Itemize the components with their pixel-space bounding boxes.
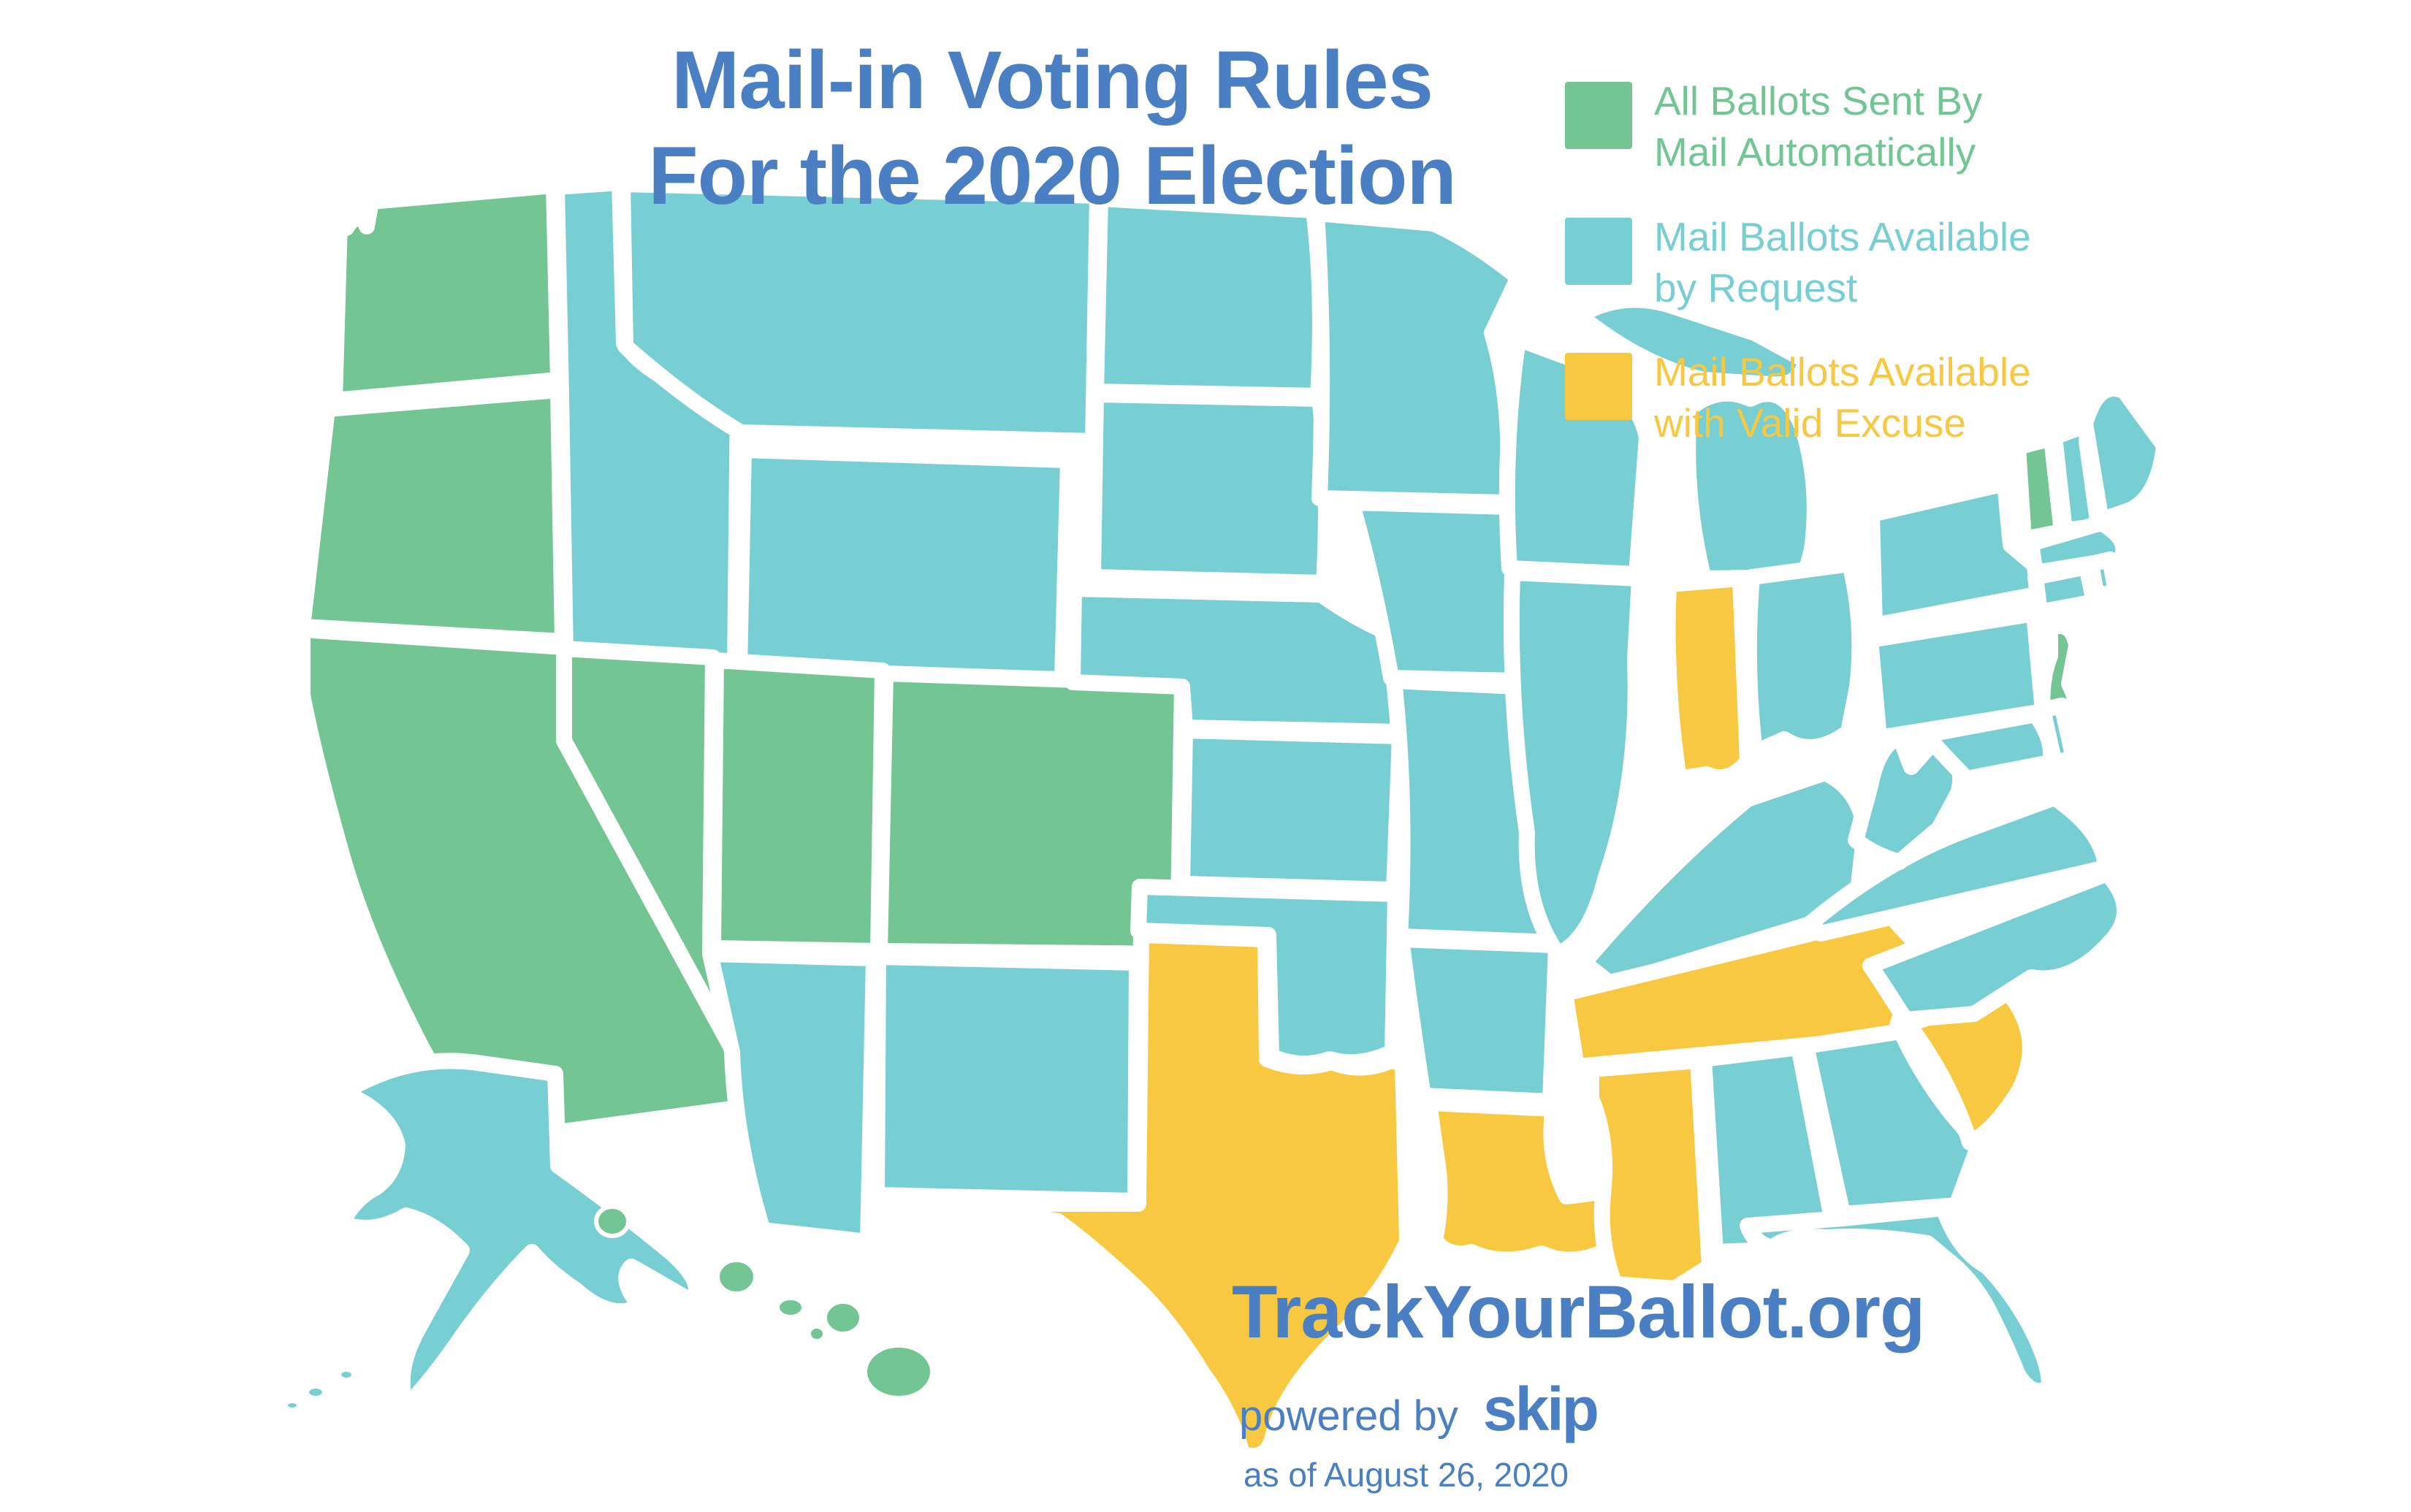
state-kansas <box>1174 722 1408 898</box>
state-new-mexico <box>869 949 1145 1209</box>
footer-block: TrackYourBallot.org powered by skip as o… <box>1232 1269 1925 1494</box>
state-mississippi <box>1583 1053 1718 1297</box>
alaska-inset <box>283 1053 704 1415</box>
state-montana <box>614 176 1105 449</box>
state-washington <box>327 177 566 408</box>
state-oregon <box>294 382 571 649</box>
legend-label-by-request: Mail Ballots Available by Request <box>1654 212 2031 314</box>
legend-swatch-by-request <box>1565 217 1632 285</box>
legend-label-line: All Ballots Sent By <box>1654 78 1983 123</box>
hawaii-island-icon <box>863 1343 934 1400</box>
powered-by-row: powered by skip <box>1232 1374 1924 1445</box>
state-delaware <box>2035 698 2081 771</box>
state-arkansas <box>1393 931 1564 1110</box>
title-line-2: For the 2020 Election <box>648 130 1457 222</box>
state-arizona <box>702 946 882 1250</box>
alaska-island-icon <box>337 1367 356 1382</box>
legend-label-line: Mail Ballots Available <box>1654 213 2031 259</box>
state-ohio <box>1740 556 1868 760</box>
legend-item-by-request: Mail Ballots Available by Request <box>1565 212 2332 314</box>
state-south-dakota <box>1085 386 1334 591</box>
state-louisiana <box>1421 1095 1624 1268</box>
hawaii-island-icon <box>823 1299 864 1336</box>
state-illinois <box>1503 565 1648 962</box>
state-florida <box>1740 1200 2057 1400</box>
skip-logo: skip <box>1482 1375 1599 1443</box>
hawaii-island-icon <box>775 1296 806 1319</box>
state-minnesota <box>1309 205 1526 511</box>
state-maine <box>2077 381 2172 528</box>
legend-label-line: with Valid Excuse <box>1654 400 1966 446</box>
legend-swatch-valid-excuse <box>1565 353 1632 421</box>
state-michigan <box>1572 291 1823 587</box>
as-of-date: as of August 26, 2020 <box>1243 1456 1569 1494</box>
powered-by-text: powered by <box>1239 1392 1458 1440</box>
state-indiana <box>1659 570 1756 787</box>
legend-label-line: Mail Automatically <box>1654 129 1976 175</box>
legend-label-line: Mail Ballots Available <box>1654 349 2031 395</box>
state-south-carolina <box>1900 984 2038 1150</box>
title-line-1: Mail-in Voting Rules <box>671 34 1433 126</box>
lower48-states <box>294 175 2172 1465</box>
state-utah <box>705 652 891 959</box>
state-rhode-island <box>2083 551 2124 604</box>
state-alaska <box>334 1053 704 1415</box>
page-title: Mail-in Voting Rules For the 2020 Electi… <box>614 32 1490 224</box>
hawaii-inset <box>594 1204 934 1400</box>
hawaii-island-icon <box>807 1324 827 1343</box>
site-url: TrackYourBallot.org <box>1232 1270 1925 1353</box>
alaska-island-icon <box>283 1399 301 1412</box>
legend-label-valid-excuse: Mail Ballots Available with Valid Excuse <box>1654 347 2031 449</box>
legend-item-valid-excuse: Mail Ballots Available with Valid Excuse <box>1565 347 2332 449</box>
state-north-dakota <box>1088 191 1328 404</box>
map-legend: All Ballots Sent By Mail Automatically M… <box>1565 76 2332 483</box>
legend-label-auto-mail: All Ballots Sent By Mail Automatically <box>1654 76 1982 178</box>
legend-item-auto-mail: All Ballots Sent By Mail Automatically <box>1565 76 2332 178</box>
state-virginia <box>1802 790 2114 942</box>
state-wyoming <box>731 442 1076 687</box>
hawaii-island-icon <box>594 1204 631 1238</box>
state-north-carolina <box>1862 866 2133 1028</box>
hawaii-island-icon <box>715 1258 758 1296</box>
legend-label-line: by Request <box>1654 264 1858 310</box>
state-texas <box>990 927 1415 1465</box>
legend-swatch-auto-mail <box>1565 82 1632 149</box>
alaska-island-icon <box>305 1384 327 1400</box>
